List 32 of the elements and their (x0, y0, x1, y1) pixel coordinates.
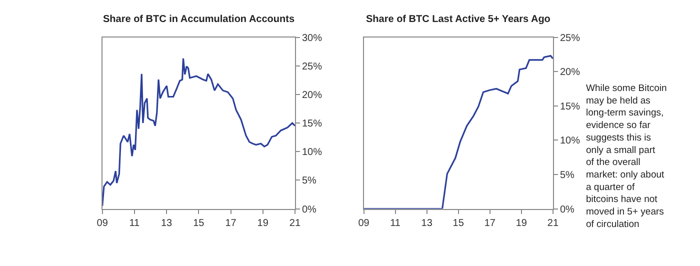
x-tick-label: 21 (547, 218, 559, 229)
y-tick-label: 0% (560, 204, 575, 216)
x-tick-label: 09 (96, 218, 108, 229)
y-tick-label: 15% (560, 101, 580, 112)
line-series (102, 58, 295, 207)
y-tick-label: 25% (560, 32, 580, 44)
line-series (364, 55, 553, 209)
y-tick-label: 5% (560, 170, 575, 181)
y-tick-label: 5% (302, 176, 317, 187)
x-tick-label: 09 (358, 218, 370, 229)
x-tick-label: 11 (390, 218, 401, 229)
x-tick-label: 21 (289, 218, 301, 229)
x-tick-label: 19 (257, 218, 269, 229)
x-tick-label: 13 (160, 218, 173, 229)
chart-title: Share of BTC Last Active 5+ Years Ago (366, 14, 550, 25)
y-tick-label: 30% (302, 32, 322, 44)
y-tick-label: 10% (302, 147, 322, 158)
text: While some Bitcoin may be held as long-term savings, evidence so far suggests this is only a small part of the overall market: only about a quarter of bitcoins have not moved in 5+ years of circulation (586, 83, 667, 230)
y-tick-label: 20% (302, 90, 322, 101)
x-tick-label: 15 (452, 218, 464, 229)
x-tick-label: 19 (516, 218, 528, 229)
x-tick-label: 17 (484, 218, 496, 229)
x-tick-label: 13 (421, 218, 433, 229)
y-tick-label: 10% (560, 136, 580, 147)
y-tick-label: 0% (302, 204, 317, 216)
x-tick-label: 11 (129, 218, 140, 229)
y-tick-label: 25% (302, 61, 322, 72)
chart-title: Share of BTC in Accumulation Accounts (103, 14, 295, 25)
y-tick-label: 15% (302, 118, 322, 130)
y-tick-label: 20% (560, 67, 580, 78)
x-tick-label: 17 (225, 218, 237, 229)
x-tick-label: 15 (193, 218, 205, 229)
